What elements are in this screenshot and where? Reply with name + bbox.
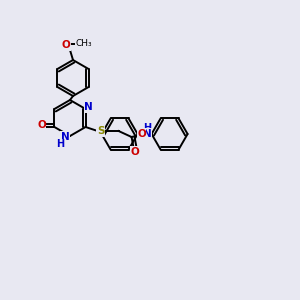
Text: N: N — [61, 132, 69, 142]
Text: H: H — [143, 123, 152, 133]
Text: O: O — [130, 147, 139, 157]
Text: H: H — [56, 139, 64, 149]
Text: N: N — [84, 102, 93, 112]
Text: O: O — [137, 129, 146, 139]
Text: CH₃: CH₃ — [76, 40, 92, 49]
Text: N: N — [143, 129, 152, 139]
Text: O: O — [61, 40, 70, 50]
Text: S: S — [97, 126, 104, 136]
Text: O: O — [37, 121, 46, 130]
